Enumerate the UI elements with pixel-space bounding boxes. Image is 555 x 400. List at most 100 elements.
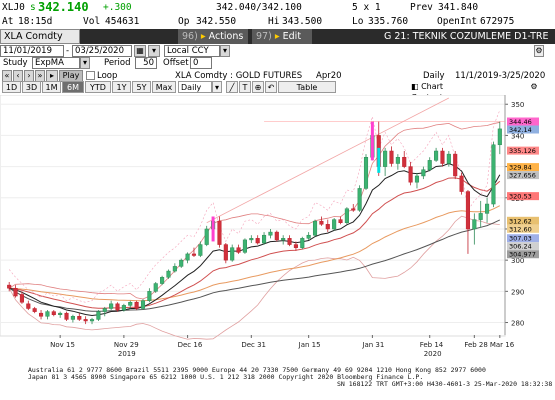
candle-body (121, 305, 126, 311)
candle-body (83, 319, 88, 322)
currency-dropdown-icon[interactable]: ▾ (220, 45, 230, 57)
x-tick-label: Dec 31 (241, 341, 266, 349)
candle-body (402, 157, 407, 167)
candle-body (230, 247, 235, 261)
ema-50-line (9, 205, 501, 302)
candle-body (204, 228, 209, 245)
candle-body (478, 213, 483, 220)
low-label: Lo (352, 16, 364, 27)
candle-body (166, 270, 171, 278)
candle-body (160, 277, 165, 284)
candle-body (472, 219, 477, 230)
loop-checkbox[interactable] (86, 71, 95, 80)
period-field[interactable]: 50 (135, 57, 157, 69)
price-tag (507, 125, 539, 134)
open-label: Op (178, 16, 190, 27)
price-tag-label: 312.62 (509, 217, 532, 225)
edit-menu-label: Edit (282, 31, 302, 42)
study-dropdown-icon[interactable]: ▾ (80, 57, 90, 69)
start-date-field[interactable]: 11/01/2019 (0, 45, 64, 57)
candle-body (70, 316, 75, 320)
draw-line-icon[interactable]: ╱ (226, 81, 238, 93)
price-tag-label: 329.84 (509, 164, 532, 172)
volume-value: 454631 (105, 16, 140, 27)
candle-body (38, 312, 44, 317)
price-tag (507, 224, 539, 233)
candle-body (179, 259, 184, 267)
tab-1m[interactable]: 1M (42, 81, 61, 93)
zoom-icon[interactable]: ⊕ (252, 81, 264, 93)
edit-menu[interactable]: 97) ▸ Edit (252, 29, 312, 44)
offset-field[interactable]: 0 (190, 57, 212, 69)
candle-body (363, 157, 369, 189)
x-tick-label: Dec 16 (178, 341, 203, 349)
candle-body (242, 239, 247, 253)
candle-body (268, 231, 273, 236)
candle-body (249, 238, 254, 241)
y-tick-label: 340 (511, 132, 524, 140)
currency-select[interactable]: Local CCY (164, 45, 220, 57)
price-tag-label: 307.03 (509, 235, 532, 243)
tab-max[interactable]: Max (152, 81, 176, 93)
price-tag-label: 312.60 (509, 225, 532, 233)
candle-body (262, 234, 267, 244)
undo-icon[interactable]: ↶ (265, 81, 277, 93)
candle-body (395, 157, 400, 164)
candle-body (446, 153, 451, 164)
net-change: +.300 (103, 2, 132, 13)
trend-line (206, 97, 450, 224)
candle-body (7, 284, 12, 289)
text-tool-icon[interactable]: T (239, 81, 251, 93)
settings-icon[interactable]: ⚙ (528, 81, 540, 93)
candlestick-chart: 280290300310320330340350344.46342.14335.… (0, 94, 539, 358)
calendar-icon[interactable]: ▦ (134, 45, 146, 57)
chart-content-button[interactable]: ◧ Chart Content (395, 81, 459, 102)
tab-ytd[interactable]: YTD (85, 81, 111, 93)
plot-frame (0, 94, 506, 337)
candle-body (293, 244, 298, 248)
function-title-bar: 96) ▸ Actions 97) ▸ Edit G 21: TEKNIK CO… (0, 29, 555, 44)
tab-3d[interactable]: 3D (22, 81, 41, 93)
candle-body (109, 303, 114, 309)
price-tag (507, 234, 539, 243)
ticker-symbol: XLJ0 (2, 2, 25, 13)
candle-body (453, 153, 458, 177)
tab-1d[interactable]: 1D (2, 81, 21, 93)
end-date-field[interactable]: 03/25/2020 (72, 45, 132, 57)
candle-body (185, 253, 190, 261)
signal-marker (377, 147, 381, 173)
time-value: 18:15d (18, 16, 53, 27)
price-chart[interactable]: 280290300310320330340350344.46342.14335.… (0, 94, 555, 363)
frequency-dropdown-icon[interactable]: ▾ (212, 81, 222, 93)
x-tick-label: Nov 15 (50, 341, 75, 349)
y-tick-label: 350 (511, 101, 524, 109)
security-field[interactable]: XLA Comdty (0, 29, 80, 44)
footer-session-info: SN 168122 TRT GMT+3:00 H430-4601-3 25-Ma… (337, 380, 553, 388)
tab-1y[interactable]: 1Y (112, 81, 131, 93)
y-tick-label: 290 (511, 288, 524, 296)
footer-contacts-line-2: Japan 81 3 4565 8900 Singapore 65 6212 1… (28, 373, 424, 381)
frequency-select[interactable]: Daily (178, 81, 212, 93)
price-tag-label: 344.46 (509, 118, 532, 126)
prev-value: 341.840 (438, 2, 479, 13)
quote-header-row-2: At 18:15d Vol 454631 Op 342.550 Hi 343.5… (0, 14, 555, 30)
prev-label: Prev (410, 2, 433, 13)
table-button[interactable]: Table (278, 81, 336, 93)
year-label: 2019 (118, 350, 136, 358)
actions-menu-label: Actions (208, 31, 244, 42)
candle-body (383, 150, 388, 167)
x-tick-label: Jan 31 (361, 341, 384, 349)
date-dropdown-icon[interactable]: ▾ (148, 45, 160, 57)
actions-menu[interactable]: 96) ▸ Actions (178, 29, 248, 44)
x-tick-label: Nov 29 (114, 341, 139, 349)
actions-menu-number: 96) (182, 31, 198, 42)
volume-label: Vol (83, 16, 101, 27)
candle-body (236, 247, 241, 253)
x-tick-label: Mar 16 (490, 341, 515, 349)
tab-5y[interactable]: 5Y (132, 81, 151, 93)
gear-icon[interactable]: ⚙ (534, 45, 544, 57)
bid-ask-size: 5 x 1 (352, 2, 381, 13)
tab-6m[interactable]: 6M (62, 81, 84, 93)
ema-20-line (9, 177, 501, 309)
study-select[interactable]: ExpMA (32, 57, 80, 69)
